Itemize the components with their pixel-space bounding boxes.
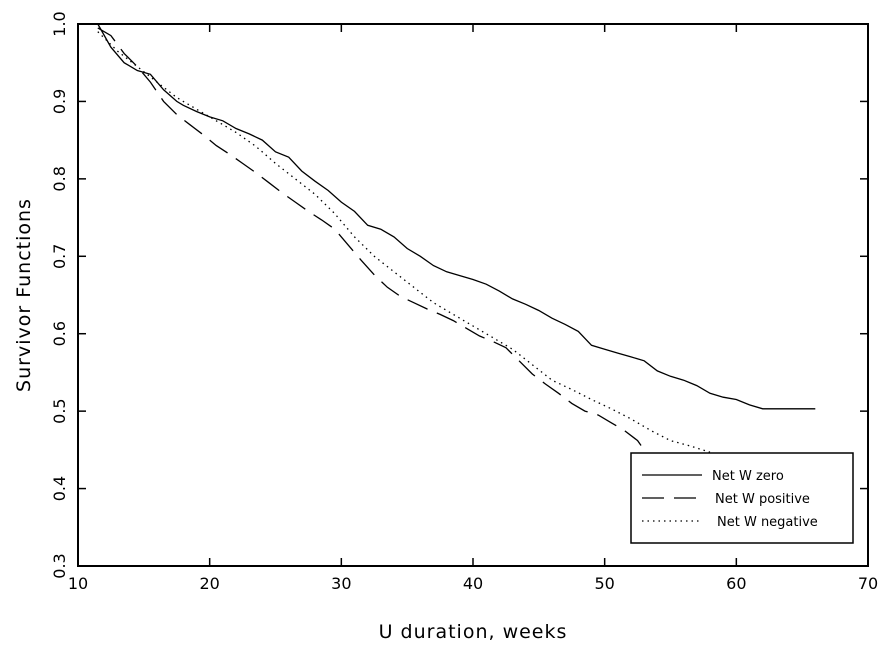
- series-line-net-w-negative: [97, 31, 711, 453]
- y-tick-label: 0.7: [50, 244, 69, 269]
- series-lines: [97, 23, 816, 453]
- legend: Net W zero Net W positive Net W negative: [630, 452, 854, 544]
- y-tick-label: 0.8: [50, 166, 69, 191]
- legend-label-net-w-negative: Net W negative: [717, 515, 818, 530]
- y-tick-label: 0.9: [50, 89, 69, 114]
- legend-label-net-w-positive: Net W positive: [715, 492, 810, 507]
- x-tick-label: 40: [463, 574, 483, 593]
- y-tick-label: 1.0: [50, 11, 69, 36]
- x-tick-label: 10: [68, 574, 88, 593]
- y-tick-label: 0.6: [50, 321, 69, 346]
- x-tick-label: 60: [726, 574, 746, 593]
- x-tick-label: 70: [858, 574, 878, 593]
- y-tick-label: 0.5: [50, 398, 69, 423]
- x-tick-label: 20: [199, 574, 219, 593]
- x-tick-label: 50: [594, 574, 614, 593]
- axis-ticks: [77, 23, 869, 567]
- x-axis-title: U duration, weeks: [379, 621, 568, 643]
- x-tick-labels: 10 20 30 40 50 60 70: [68, 574, 878, 593]
- legend-box: [630, 452, 854, 544]
- series-line-net-w-positive: [97, 27, 645, 451]
- y-tick-label: 0.3: [50, 553, 69, 578]
- y-axis-title: Survivor Functions: [13, 198, 35, 392]
- series-line-net-w-zero: [97, 23, 816, 410]
- x-tick-label: 30: [331, 574, 351, 593]
- legend-label-net-w-zero: Net W zero: [712, 469, 784, 484]
- y-tick-label: 0.4: [50, 476, 69, 501]
- y-tick-labels: 0.3 0.4 0.5 0.6 0.7 0.8 0.9 1.0: [50, 11, 69, 578]
